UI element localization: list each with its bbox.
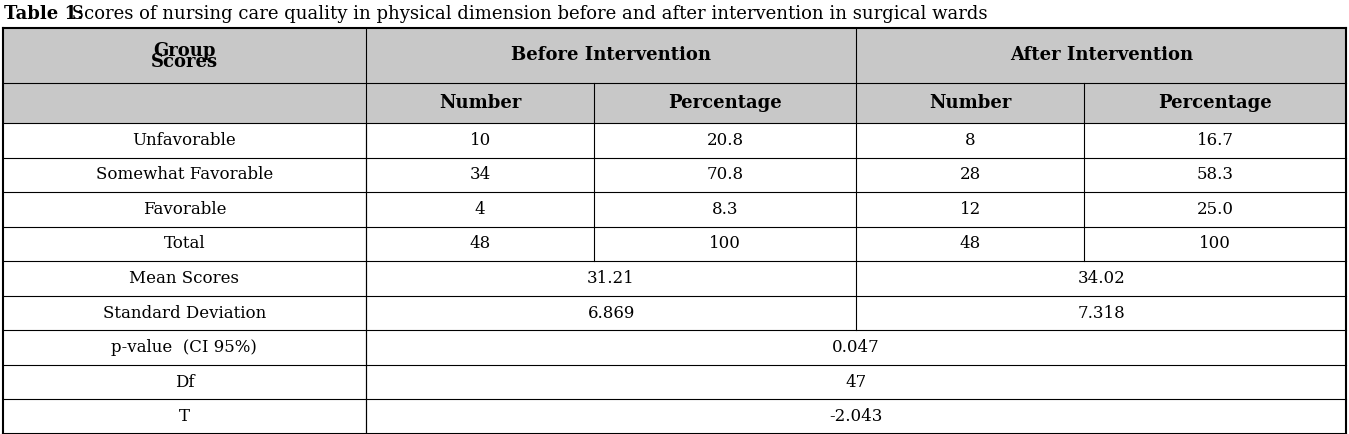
Text: 28: 28 bbox=[959, 166, 981, 183]
Text: Before Intervention: Before Intervention bbox=[511, 46, 711, 65]
Text: Number: Number bbox=[929, 94, 1012, 112]
Text: 100: 100 bbox=[710, 235, 741, 253]
Text: Group: Group bbox=[154, 42, 216, 60]
Text: Somewhat Favorable: Somewhat Favorable bbox=[96, 166, 272, 183]
Text: 4: 4 bbox=[475, 201, 486, 218]
Text: 48: 48 bbox=[469, 235, 491, 253]
Text: 0.047: 0.047 bbox=[832, 339, 880, 356]
Text: 25.0: 25.0 bbox=[1197, 201, 1234, 218]
Text: -2.043: -2.043 bbox=[830, 408, 882, 425]
Text: 12: 12 bbox=[959, 201, 981, 218]
Text: Favorable: Favorable bbox=[143, 201, 227, 218]
Text: 6.869: 6.869 bbox=[587, 305, 635, 322]
Text: Unfavorable: Unfavorable bbox=[132, 132, 236, 149]
Text: 10: 10 bbox=[469, 132, 491, 149]
Text: 7.318: 7.318 bbox=[1078, 305, 1125, 322]
Text: 58.3: 58.3 bbox=[1197, 166, 1234, 183]
Text: Scores: Scores bbox=[151, 53, 219, 71]
Text: 48: 48 bbox=[959, 235, 981, 253]
Bar bbox=[3, 28, 1346, 83]
Text: 100: 100 bbox=[1199, 235, 1232, 253]
Text: 47: 47 bbox=[846, 374, 867, 391]
Text: Scores of nursing care quality in physical dimension before and after interventi: Scores of nursing care quality in physic… bbox=[66, 5, 987, 23]
Text: Standard Deviation: Standard Deviation bbox=[103, 305, 266, 322]
Text: Number: Number bbox=[438, 94, 521, 112]
Text: Percentage: Percentage bbox=[668, 94, 782, 112]
Text: After Intervention: After Intervention bbox=[1009, 46, 1193, 65]
Text: p-value  (CI 95%): p-value (CI 95%) bbox=[112, 339, 258, 356]
Text: T: T bbox=[179, 408, 190, 425]
Text: 8: 8 bbox=[965, 132, 975, 149]
Text: Table 1:: Table 1: bbox=[4, 5, 84, 23]
Text: 34: 34 bbox=[469, 166, 491, 183]
Text: 20.8: 20.8 bbox=[707, 132, 743, 149]
Text: 8.3: 8.3 bbox=[712, 201, 738, 218]
Text: 34.02: 34.02 bbox=[1078, 270, 1125, 287]
Text: Percentage: Percentage bbox=[1159, 94, 1272, 112]
Text: Total: Total bbox=[163, 235, 205, 253]
Bar bbox=[3, 83, 1346, 123]
Text: 16.7: 16.7 bbox=[1197, 132, 1234, 149]
Text: Df: Df bbox=[174, 374, 194, 391]
Text: 70.8: 70.8 bbox=[707, 166, 743, 183]
Text: 31.21: 31.21 bbox=[587, 270, 635, 287]
Text: Mean Scores: Mean Scores bbox=[130, 270, 239, 287]
